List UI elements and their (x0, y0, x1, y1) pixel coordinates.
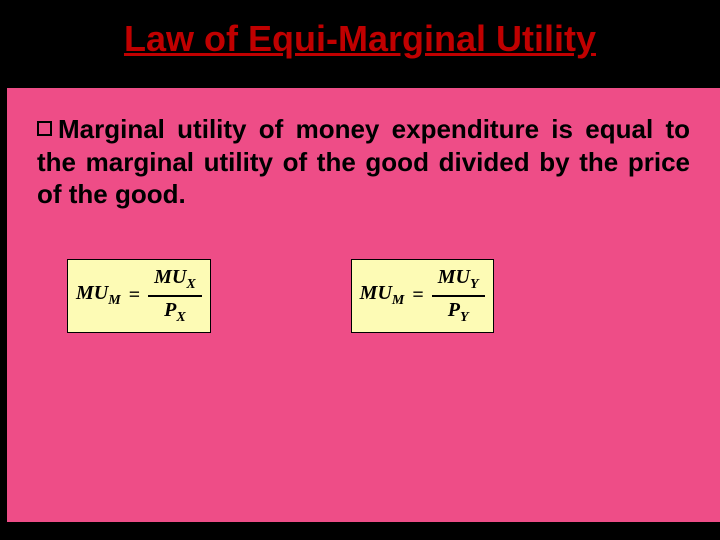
body-paragraph: Marginal utility of money expenditure is… (37, 113, 690, 211)
formula-1-fraction: MUX PX (148, 266, 202, 326)
slide-title: Law of Equi-Marginal Utility (124, 18, 596, 60)
formula-2-left-base: MU (360, 282, 392, 304)
formula-2-num-base: MU (438, 266, 470, 288)
formula-1: MUM = MUX PX (67, 259, 211, 333)
formula-1-numerator: MUX (148, 266, 202, 297)
bullet-icon (37, 121, 52, 136)
formula-1-left-base: MU (76, 282, 108, 304)
formula-1-den-base: P (164, 299, 176, 321)
content-box: Marginal utility of money expenditure is… (7, 88, 720, 522)
formula-1-denominator: PX (158, 297, 192, 326)
formula-2-fraction: MUY PY (432, 266, 485, 326)
formula-1-num-sub: X (186, 277, 195, 292)
formula-1-left-sub: M (108, 293, 120, 308)
slide: Law of Equi-Marginal Utility Marginal ut… (0, 0, 720, 540)
formula-2-den-base: P (448, 299, 460, 321)
formula-2-numerator: MUY (432, 266, 485, 297)
formula-2-left-sub: M (392, 293, 404, 308)
formula-2-denominator: PY (442, 297, 475, 326)
formula-2: MUM = MUY PY (351, 259, 494, 333)
equals-icon: = (412, 284, 423, 307)
title-area: Law of Equi-Marginal Utility (0, 0, 720, 70)
body-text: Marginal utility of money expenditure is… (37, 114, 690, 209)
formula-row: MUM = MUX PX MUM = (37, 259, 690, 333)
formula-1-left: MUM (76, 282, 121, 309)
formula-2-den-sub: Y (460, 310, 469, 325)
formula-1-num-base: MU (154, 266, 186, 288)
formula-2-num-sub: Y (470, 277, 479, 292)
formula-2-left: MUM (360, 282, 405, 309)
formula-1-den-sub: X (176, 310, 185, 325)
equals-icon: = (129, 284, 140, 307)
